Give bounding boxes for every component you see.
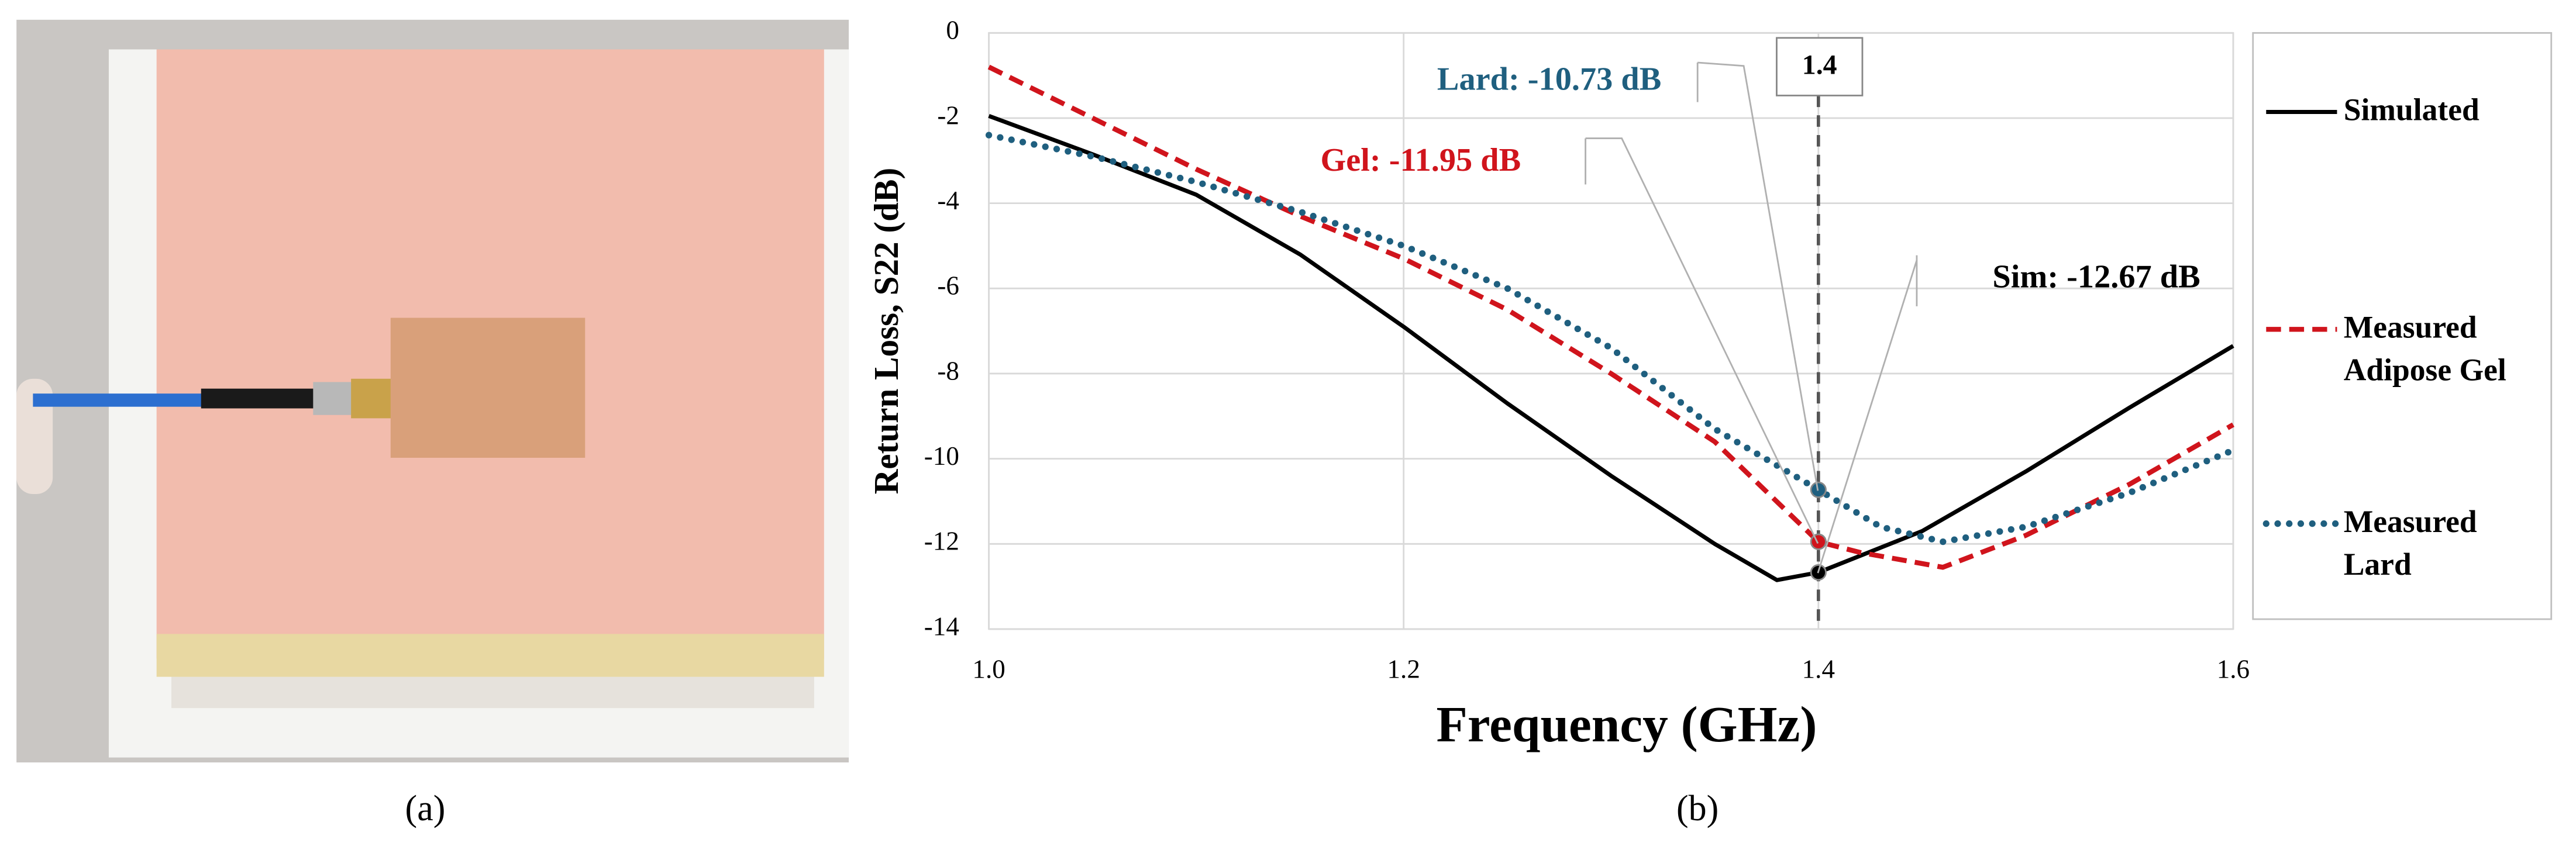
marker-point: [1810, 533, 1827, 550]
y-tick-label: -14: [924, 612, 959, 641]
y-tick-label: -6: [937, 271, 959, 301]
caption: (b): [1676, 789, 1719, 828]
y-axis-title: Return Loss, S22 (dB): [867, 168, 905, 495]
legend-label: Measured Adipose Gel: [2343, 311, 2506, 389]
x-tick-label: 1.2: [1387, 655, 1420, 684]
legend-entry: Measured Lard: [2343, 505, 2477, 583]
annotation: Gel: -11.95 dB: [1320, 142, 1521, 178]
x-tick-label: 1.6: [2217, 655, 2250, 684]
x-tick-label: 1.4: [1802, 655, 1835, 684]
marker-label-box: [1776, 37, 1864, 96]
annotation: Lard: -10.73 dB: [1437, 61, 1661, 98]
x-tick-label: 1.0: [972, 655, 1005, 684]
legend-label: Simulated: [2343, 94, 2479, 129]
y-tick-label: -8: [937, 356, 959, 385]
legend-label: Measured Lard: [2343, 505, 2477, 583]
series-line: [988, 114, 2234, 582]
annotation: Sim: -12.67 dB: [1992, 259, 2200, 295]
legend-entry: Measured Adipose Gel: [2343, 311, 2506, 389]
y-tick-label: -2: [937, 101, 959, 130]
plot-frame: [988, 32, 2234, 630]
caption: (a): [405, 789, 446, 828]
photo: [16, 19, 849, 763]
y-tick-label: -10: [924, 441, 959, 471]
series-line: [987, 64, 2235, 570]
leaders: [1585, 61, 1918, 574]
legend-entry: Simulated: [2343, 94, 2479, 129]
series-line: [985, 132, 2237, 545]
y-tick-label: 0: [946, 16, 959, 45]
y-tick-label: -4: [937, 186, 959, 215]
marker-line-label: 1.4: [1802, 49, 1837, 80]
x-axis-title: Frequency (GHz): [1437, 696, 1817, 752]
y-tick-label: -12: [924, 527, 959, 556]
